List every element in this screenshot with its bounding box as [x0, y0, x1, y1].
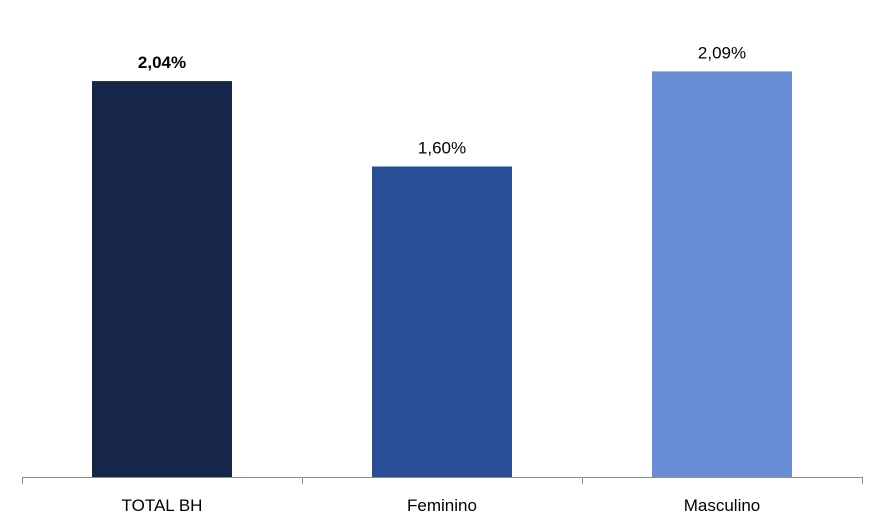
category-label-0: TOTAL BH: [122, 496, 203, 515]
bar-1: [372, 166, 512, 477]
bar-2: [652, 71, 792, 478]
category-label-1: Feminino: [407, 496, 477, 515]
category-labels-layer: TOTAL BH Feminino Masculino: [122, 496, 761, 515]
x-axis: [22, 477, 863, 484]
bar-0: [92, 81, 232, 477]
data-label-1: 1,60%: [418, 139, 466, 158]
data-labels-layer: 2,04% 1,60% 2,09%: [138, 43, 746, 157]
category-label-2: Masculino: [684, 496, 761, 515]
bars-layer: [92, 71, 792, 478]
data-label-2: 2,09%: [698, 43, 746, 62]
data-label-0: 2,04%: [138, 53, 186, 72]
